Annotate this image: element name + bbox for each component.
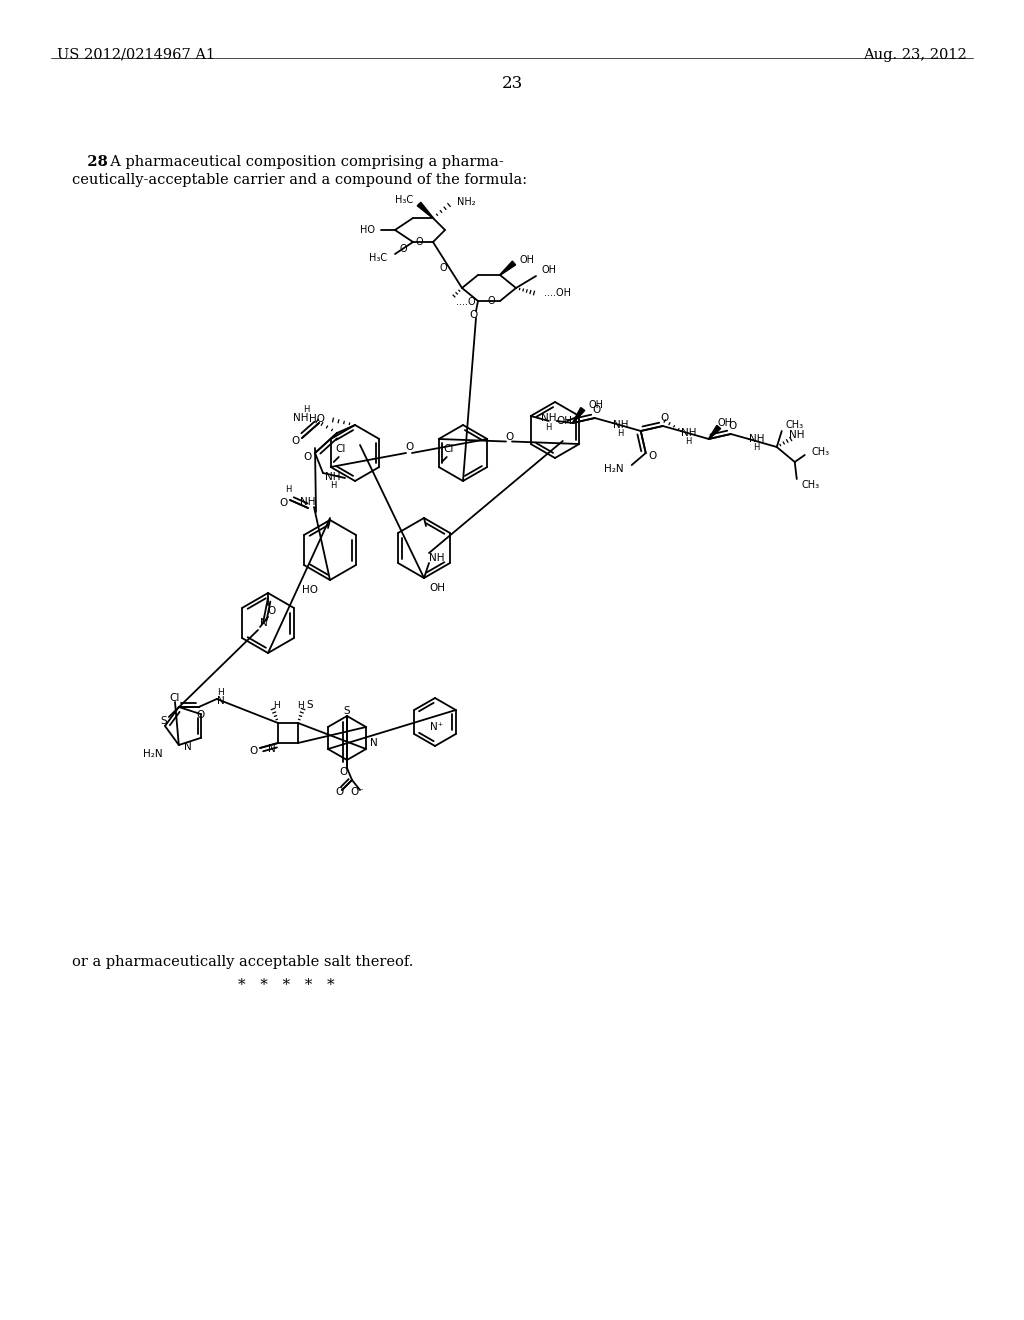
Text: H₂N: H₂N — [604, 465, 624, 474]
Text: O: O — [415, 238, 423, 247]
Text: O: O — [648, 451, 656, 461]
Text: OH: OH — [717, 418, 732, 428]
Polygon shape — [417, 202, 433, 218]
Text: H: H — [754, 444, 760, 453]
Text: H: H — [685, 437, 692, 446]
Text: O: O — [487, 296, 495, 306]
Text: H₃C: H₃C — [369, 253, 387, 263]
Text: OH: OH — [542, 265, 557, 275]
Text: HO: HO — [309, 414, 325, 424]
Text: O: O — [729, 421, 737, 432]
Text: S: S — [344, 706, 350, 715]
Text: O: O — [593, 405, 601, 414]
Polygon shape — [572, 408, 585, 424]
Text: CH₃: CH₃ — [785, 420, 804, 430]
Text: NH: NH — [541, 413, 556, 422]
Text: OH: OH — [429, 583, 445, 593]
Text: O: O — [399, 244, 407, 253]
Text: H₃C: H₃C — [395, 195, 413, 205]
Text: Aug. 23, 2012: Aug. 23, 2012 — [863, 48, 967, 62]
Text: N: N — [268, 744, 275, 754]
Polygon shape — [500, 261, 516, 276]
Text: H: H — [303, 404, 309, 413]
Text: N: N — [217, 696, 224, 706]
Text: N: N — [184, 742, 191, 752]
Text: H: H — [217, 689, 224, 697]
Text: NH: NH — [749, 434, 765, 444]
Text: US 2012/0214967 A1: US 2012/0214967 A1 — [57, 48, 215, 62]
Text: ....OH: ....OH — [544, 288, 571, 298]
Text: NH: NH — [294, 413, 309, 422]
Text: N⁺: N⁺ — [430, 722, 443, 733]
Text: O: O — [291, 436, 299, 446]
Text: Cl: Cl — [336, 444, 346, 454]
Text: O: O — [339, 767, 347, 777]
Text: O⁻: O⁻ — [350, 787, 364, 797]
Text: 23: 23 — [502, 75, 522, 92]
Text: O: O — [197, 710, 205, 719]
Text: O: O — [505, 432, 513, 441]
Text: O: O — [279, 498, 287, 508]
Text: Cl: Cl — [443, 444, 454, 454]
Text: NH: NH — [300, 498, 315, 507]
Text: OH: OH — [589, 400, 604, 411]
Text: or a pharmaceutically acceptable salt thereof.: or a pharmaceutically acceptable salt th… — [72, 954, 414, 969]
Text: ceutically-acceptable carrier and a compound of the formula:: ceutically-acceptable carrier and a comp… — [72, 173, 527, 187]
Text: N: N — [260, 618, 268, 628]
Text: H: H — [285, 486, 291, 495]
Text: ....O: ....O — [456, 297, 475, 308]
Text: CH₃: CH₃ — [802, 480, 820, 490]
Text: HO: HO — [360, 224, 375, 235]
Text: O: O — [250, 746, 258, 756]
Text: OH: OH — [557, 416, 572, 426]
Text: O: O — [404, 442, 413, 451]
Text: . A pharmaceutical composition comprising a pharma-: . A pharmaceutical composition comprisin… — [101, 154, 504, 169]
Text: Cl: Cl — [170, 693, 180, 704]
Polygon shape — [709, 425, 721, 440]
Text: H: H — [546, 422, 552, 432]
Text: NH₂: NH₂ — [457, 197, 475, 207]
Text: O: O — [336, 787, 344, 797]
Text: H: H — [330, 482, 336, 491]
Text: H: H — [297, 701, 303, 710]
Text: 28: 28 — [72, 154, 108, 169]
Text: *   *   *   *   *: * * * * * — [238, 978, 335, 993]
Text: O: O — [304, 451, 312, 462]
Text: NH: NH — [326, 473, 341, 482]
Text: H: H — [272, 701, 280, 710]
Text: O: O — [660, 413, 669, 422]
Text: CH₃: CH₃ — [812, 447, 829, 457]
Text: O: O — [268, 606, 276, 616]
Text: S: S — [161, 715, 167, 726]
Text: OH: OH — [520, 255, 535, 265]
Text: NH: NH — [681, 428, 696, 438]
Text: H₂N: H₂N — [143, 748, 163, 759]
Text: S: S — [306, 700, 312, 710]
Text: HO: HO — [302, 585, 318, 595]
Text: NH: NH — [613, 420, 629, 430]
Text: O: O — [470, 310, 478, 319]
Text: O: O — [439, 263, 447, 273]
Text: N: N — [370, 738, 378, 748]
Text: NH: NH — [429, 553, 444, 564]
Text: H: H — [617, 429, 624, 438]
Text: NH: NH — [790, 430, 805, 440]
